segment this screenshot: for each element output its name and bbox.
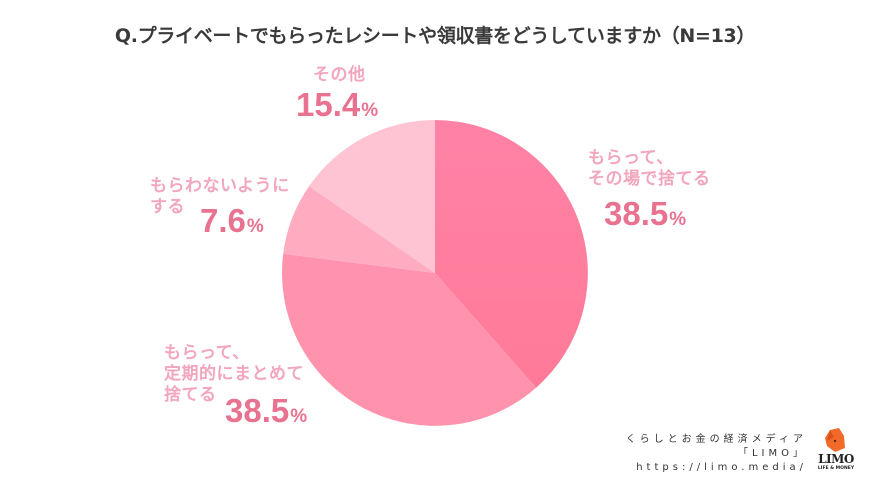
percent-value: 7.6: [200, 202, 246, 239]
percent-value: 38.5: [604, 195, 669, 232]
pie-slice-discard-immediately: [435, 120, 588, 388]
percent-avoid-receiving: 7.6%: [200, 203, 264, 245]
percent-unit: %: [290, 406, 308, 427]
percent-other: 15.4%: [296, 87, 378, 129]
logo-tagline: LIFE & MONEY: [817, 466, 855, 471]
pie-slice-other: [309, 120, 435, 273]
label-discard-immediately: もらって、 その場で捨てる: [588, 148, 711, 190]
limo-logo: LIMO LIFE & MONEY: [815, 428, 857, 474]
label-discard-periodically: もらって、 定期的にまとめて 捨てる: [164, 343, 304, 406]
percent-value: 15.4: [296, 86, 361, 123]
label-line: もらって、: [164, 343, 250, 363]
label-line: する: [150, 197, 185, 217]
label-line: 捨てる: [164, 385, 217, 405]
chart-title: Q.プライベートでもらったレシートや領収書をどうしていますか（N=13）: [114, 25, 756, 47]
percent-unit: %: [361, 100, 379, 121]
credit-brand: 「LIMO」: [737, 448, 807, 459]
label-avoid-receiving: もらわないように する: [150, 176, 290, 218]
label-line: 定期的にまとめて: [164, 364, 304, 384]
percent-discard-immediately: 38.5%: [604, 196, 686, 238]
label-line: もらって、: [588, 148, 674, 168]
fox-icon: [825, 428, 845, 452]
logo-wordmark: LIMO: [818, 452, 854, 466]
percent-unit: %: [669, 209, 687, 230]
credit-url: https://limo.media/: [636, 462, 807, 473]
percent-unit: %: [246, 216, 264, 237]
label-line: もらわないように: [150, 176, 290, 196]
pie-slice-avoid-receiving: [283, 186, 435, 273]
label-other: その他: [313, 65, 366, 85]
source-credit: くらしとお金の経済メディア 「LIMO」 https://limo.media/: [626, 433, 807, 475]
credit-tagline: くらしとお金の経済メディア: [625, 434, 807, 445]
pie-slice-discard-periodically: [282, 253, 537, 426]
percent-value: 38.5: [225, 392, 290, 429]
percent-discard-periodically: 38.5%: [225, 393, 307, 435]
label-line: その場で捨てる: [588, 169, 711, 189]
